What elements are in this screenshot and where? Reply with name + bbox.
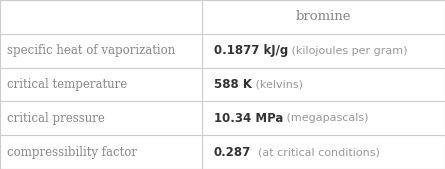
Text: 10.34 MPa: 10.34 MPa [214,112,283,125]
Text: (at critical conditions): (at critical conditions) [251,147,380,157]
Text: critical pressure: critical pressure [7,112,105,125]
Text: 0.287: 0.287 [214,146,251,159]
Text: bromine: bromine [296,10,352,23]
Text: specific heat of vaporization: specific heat of vaporization [7,44,175,57]
Text: 588 K: 588 K [214,78,251,91]
Text: (kilojoules per gram): (kilojoules per gram) [288,46,407,56]
Text: 0.1877 kJ/g: 0.1877 kJ/g [214,44,288,57]
Text: critical temperature: critical temperature [7,78,127,91]
Text: compressibility factor: compressibility factor [7,146,137,159]
Text: (megapascals): (megapascals) [283,113,368,123]
Text: (kelvins): (kelvins) [251,79,303,90]
